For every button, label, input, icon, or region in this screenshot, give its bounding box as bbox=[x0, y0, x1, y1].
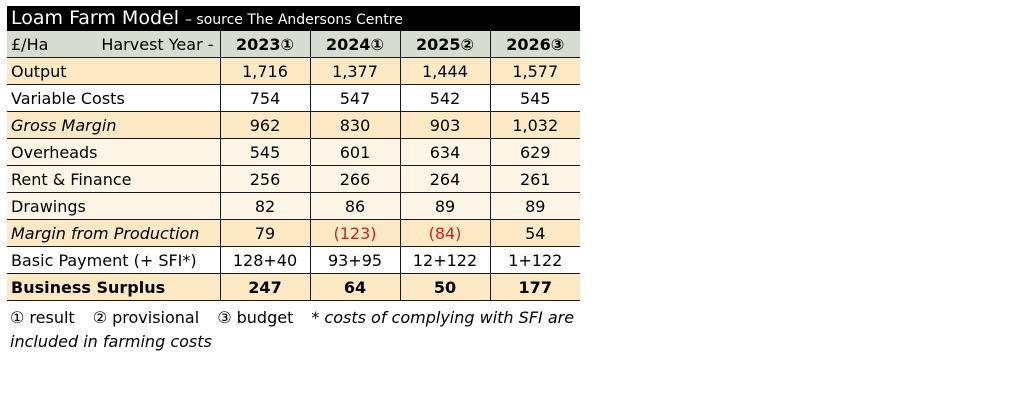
footnote-line-1: ① result ② provisional ③ budget * costs of … bbox=[10, 306, 590, 330]
table-cell: 545 bbox=[489, 84, 580, 112]
table-cell: 830 bbox=[309, 111, 400, 139]
table-cell: 601 bbox=[309, 138, 400, 166]
table-header-row: £/Ha Harvest Year - 2023① 2024① 2025② 20… bbox=[7, 31, 580, 58]
table-cell: 247 bbox=[219, 273, 310, 301]
table-row-overheads: Overheads 545 601 634 629 bbox=[7, 138, 580, 166]
table-cell: 50 bbox=[399, 273, 490, 301]
table-row-gross-margin: Gross Margin 962 830 903 1,032 bbox=[7, 111, 580, 139]
legend-budget: ③ budget bbox=[217, 308, 294, 327]
table-cell: 54 bbox=[489, 219, 580, 247]
table-footnote: ① result ② provisional ③ budget * costs of … bbox=[10, 306, 590, 354]
table-cell: 86 bbox=[309, 192, 400, 220]
table-row-output: Output 1,716 1,377 1,444 1,577 bbox=[7, 57, 580, 85]
harvest-year-label: Harvest Year - bbox=[101, 34, 214, 54]
table-cell: 256 bbox=[219, 165, 310, 193]
legend-provisional: ② provisional bbox=[92, 308, 200, 327]
table-cell: 82 bbox=[219, 192, 310, 220]
table-title-bar: Loam Farm Model – source The Andersons Ce… bbox=[7, 6, 580, 31]
year-header-2024: 2024① bbox=[309, 31, 400, 58]
header-label-cell: £/Ha Harvest Year - bbox=[7, 31, 220, 58]
year-header-2025: 2025② bbox=[399, 31, 490, 58]
table-cell: 1,377 bbox=[309, 57, 400, 85]
table-cell: 1,032 bbox=[489, 111, 580, 139]
table-row-drawings: Drawings 82 86 89 89 bbox=[7, 192, 580, 220]
row-label: Output bbox=[7, 57, 220, 85]
table-cell: 629 bbox=[489, 138, 580, 166]
table-cell: 79 bbox=[219, 219, 310, 247]
table-cell: 547 bbox=[309, 84, 400, 112]
table-cell: 903 bbox=[399, 111, 490, 139]
table-cell: 266 bbox=[309, 165, 400, 193]
row-label: Margin from Production bbox=[7, 219, 220, 247]
year-header-2026: 2026③ bbox=[489, 31, 580, 58]
table-title: Loam Farm Model bbox=[11, 7, 179, 29]
table-row-basic-payment: Basic Payment (+ SFI*) 128+40 93+95 12+1… bbox=[7, 246, 580, 274]
row-label: Drawings bbox=[7, 192, 220, 220]
table-cell: 93+95 bbox=[309, 246, 400, 274]
farm-model-table: £/Ha Harvest Year - 2023① 2024① 2025② 20… bbox=[7, 31, 580, 301]
table-cell: 128+40 bbox=[219, 246, 310, 274]
table-cell: 634 bbox=[399, 138, 490, 166]
table-cell: 1+122 bbox=[489, 246, 580, 274]
table-cell: 1,577 bbox=[489, 57, 580, 85]
row-label: Overheads bbox=[7, 138, 220, 166]
table-row-rent-finance: Rent & Finance 256 266 264 261 bbox=[7, 165, 580, 193]
table-cell: 962 bbox=[219, 111, 310, 139]
table-row-variable-costs: Variable Costs 754 547 542 545 bbox=[7, 84, 580, 112]
table-cell: 261 bbox=[489, 165, 580, 193]
table-cell: 64 bbox=[309, 273, 400, 301]
row-label: Gross Margin bbox=[7, 111, 220, 139]
row-label: Basic Payment (+ SFI*) bbox=[7, 246, 220, 274]
sfi-note-part-2: included in farming costs bbox=[10, 332, 212, 351]
table-cell: 542 bbox=[399, 84, 490, 112]
table-cell: 89 bbox=[399, 192, 490, 220]
table-cell: 12+122 bbox=[399, 246, 490, 274]
table-cell: 1,444 bbox=[399, 57, 490, 85]
table-cell: 264 bbox=[399, 165, 490, 193]
table-subtitle: – source The Andersons Centre bbox=[184, 12, 403, 28]
legend-result: ① result bbox=[10, 308, 75, 327]
table-cell-negative: (123) bbox=[309, 219, 400, 247]
table-row-business-surplus: Business Surplus 247 64 50 177 bbox=[7, 273, 580, 301]
year-header-2023: 2023① bbox=[219, 31, 310, 58]
unit-label: £/Ha bbox=[11, 34, 49, 54]
table-cell-negative: (84) bbox=[399, 219, 490, 247]
table-cell: 1,716 bbox=[219, 57, 310, 85]
sfi-note-part-1: * costs of complying with SFI are bbox=[311, 308, 575, 327]
row-label: Business Surplus bbox=[7, 273, 220, 301]
row-label: Rent & Finance bbox=[7, 165, 220, 193]
table-cell: 754 bbox=[219, 84, 310, 112]
table-cell: 89 bbox=[489, 192, 580, 220]
table-row-margin-from-production: Margin from Production 79 (123) (84) 54 bbox=[7, 219, 580, 247]
farm-model-table-container: Loam Farm Model – source The Andersons Ce… bbox=[7, 6, 580, 301]
row-label: Variable Costs bbox=[7, 84, 220, 112]
table-cell: 545 bbox=[219, 138, 310, 166]
table-cell: 177 bbox=[489, 273, 580, 301]
